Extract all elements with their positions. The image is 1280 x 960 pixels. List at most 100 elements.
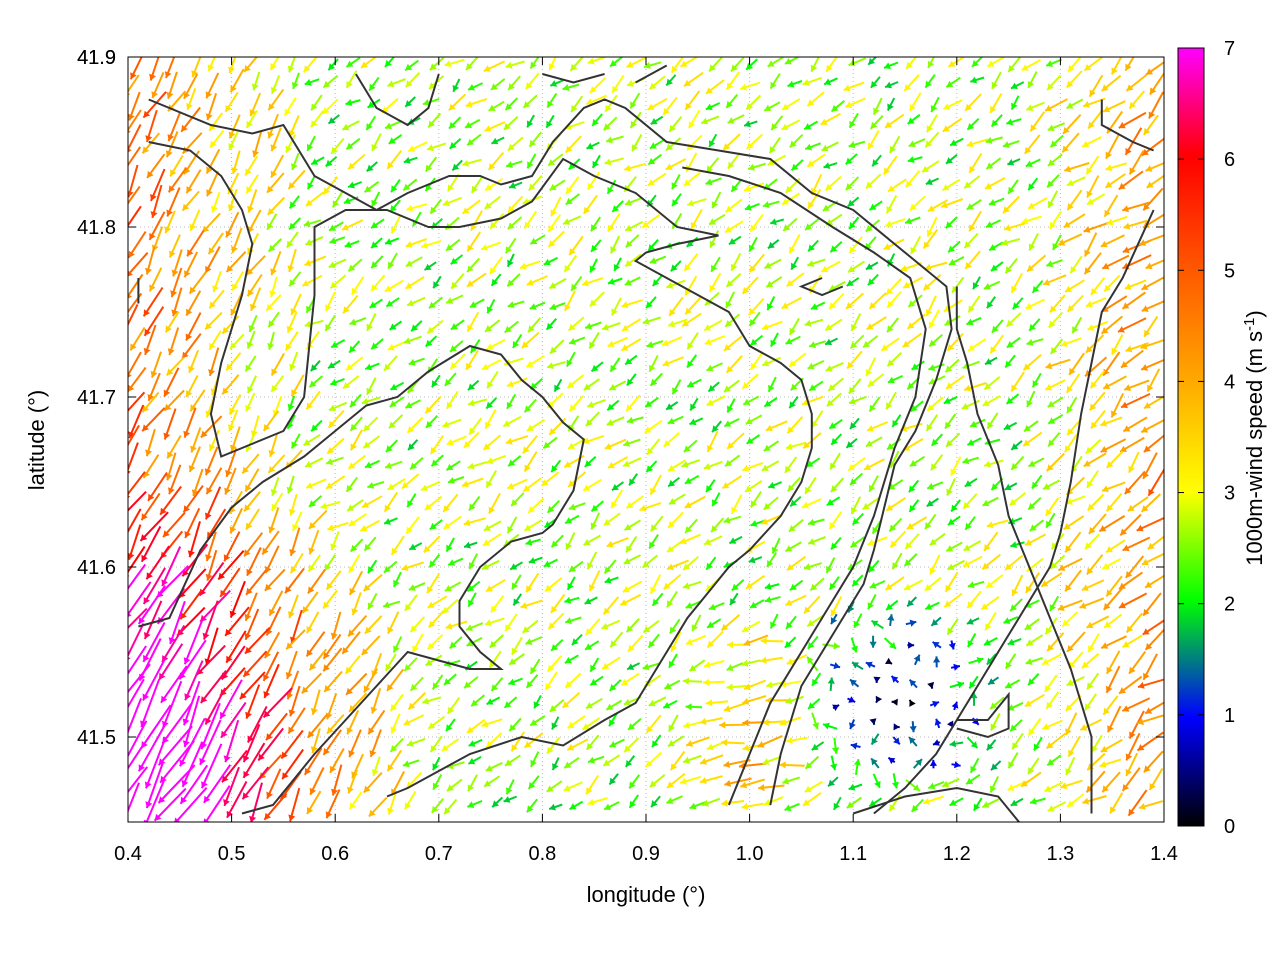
wind-arrow-head [1079, 602, 1087, 609]
x-axis-label: longitude (°) [587, 882, 706, 907]
wind-arrow-head [142, 405, 150, 413]
wind-arrow-head [1141, 426, 1149, 433]
y-tick-label: 41.5 [77, 727, 116, 749]
wind-arrow-head [328, 361, 336, 369]
wind-arrow-head [932, 641, 940, 649]
wind-arrow-head [200, 696, 208, 703]
wind-arrow-head [786, 563, 794, 571]
wind-arrow-head [606, 703, 614, 710]
wind-arrow-head [468, 740, 476, 747]
wind-arrow-head [968, 305, 975, 313]
wind-arrow-head [371, 221, 378, 229]
wind-arrow-head [483, 443, 491, 450]
wind-arrow-head [609, 741, 617, 748]
wind-arrow-head [244, 613, 252, 621]
wind-arrow-head [547, 746, 554, 754]
wind-arrow-head [205, 573, 213, 581]
wind-arrow-head [390, 726, 398, 734]
wind-arrow-head [246, 568, 253, 576]
wind-arrow-head [749, 265, 757, 273]
wind-arrow-head [760, 637, 767, 645]
wind-arrow-head [551, 540, 559, 548]
wind-arrow-head [186, 308, 193, 316]
wind-arrow-head [832, 704, 840, 711]
wind-arrow-head [1023, 439, 1031, 446]
wind-arrow-head [706, 743, 714, 751]
wind-arrow-head [785, 697, 793, 705]
wind-arrow-head [408, 443, 415, 451]
wind-arrow-head [1123, 425, 1131, 432]
wind-arrow-head [889, 460, 897, 468]
wind-arrow-head [507, 143, 515, 151]
wind-arrow-head [1143, 203, 1150, 211]
wind-arrow-head [490, 221, 497, 229]
wind-arrow [128, 74, 140, 94]
wind-arrow-head [361, 398, 369, 405]
wind-arrow-head [149, 232, 156, 240]
wind-arrow-head [390, 704, 398, 711]
wind-arrow-head [511, 744, 518, 752]
wind-arrow-head [966, 203, 974, 210]
wind-arrow-head [1032, 285, 1040, 293]
wind-arrow-head [330, 378, 338, 386]
wind-arrow-head [950, 468, 957, 476]
wind-arrow-head [862, 502, 870, 510]
wind-arrow-head [446, 724, 453, 732]
wind-arrow-head [180, 796, 187, 804]
wind-arrow-head [303, 439, 311, 446]
wind-arrow-head [689, 664, 697, 672]
wind-arrow-head [1125, 753, 1133, 761]
wind-arrow-head [1048, 159, 1055, 166]
wind-arrow-head [863, 340, 871, 348]
wind-arrow-head [507, 259, 514, 267]
wind-arrow-head [929, 567, 936, 575]
wind-arrow-head [181, 779, 189, 787]
wind-arrow-head [550, 209, 557, 217]
wind-arrow-head [789, 140, 797, 148]
wind-arrow-head [128, 612, 132, 618]
wind-arrow-head [1129, 666, 1136, 674]
wind-arrow-head [805, 223, 812, 230]
wind-arrow-head [762, 323, 769, 331]
wind-arrow-head [1102, 785, 1109, 793]
wind-arrow-head [830, 462, 837, 470]
wind-arrow-head [602, 662, 610, 669]
wind-arrow-head [405, 260, 413, 267]
wind-arrow-head [873, 107, 880, 115]
wind-arrow-head [1004, 483, 1012, 491]
wind-arrow-head [1063, 221, 1071, 228]
wind-arrow-head [393, 645, 400, 653]
wind-arrow-head [1029, 524, 1037, 531]
wind-arrow-head [650, 118, 658, 125]
wind-arrow-head [626, 545, 633, 553]
wind-arrow-head [611, 501, 618, 509]
wind-arrow [161, 624, 186, 663]
wind-arrow [219, 679, 243, 720]
wind-arrow-head [766, 681, 773, 689]
wind-arrow-head [128, 129, 131, 134]
wind-arrow-head [1106, 504, 1114, 512]
wind-arrow-head [885, 121, 892, 128]
wind-arrow-head [145, 449, 152, 457]
wind-arrow-head [350, 544, 358, 552]
wind-arrow-head [1142, 628, 1150, 635]
wind-arrow-head [680, 60, 688, 67]
wind-arrow-head [770, 81, 777, 89]
wind-arrow-head [208, 247, 215, 255]
wind-arrow-head [1030, 797, 1037, 805]
wind-arrow-head [1062, 619, 1070, 627]
wind-arrow [128, 607, 148, 630]
wind-arrow-head [346, 80, 353, 88]
wind-arrow-head [1045, 104, 1053, 112]
wind-arrow-head [268, 450, 276, 457]
x-tick-label: 0.6 [321, 843, 349, 865]
wind-arrow-head [327, 524, 335, 532]
wind-arrow-head [925, 603, 933, 610]
wind-arrow-head [846, 302, 853, 309]
wind-arrow-head [328, 63, 336, 71]
wind-arrow-head [1085, 446, 1093, 454]
wind-arrow-head [165, 473, 173, 481]
wind-arrow-head [746, 582, 753, 589]
wind-arrow-head [723, 516, 731, 524]
wind-arrow-head [964, 384, 971, 392]
